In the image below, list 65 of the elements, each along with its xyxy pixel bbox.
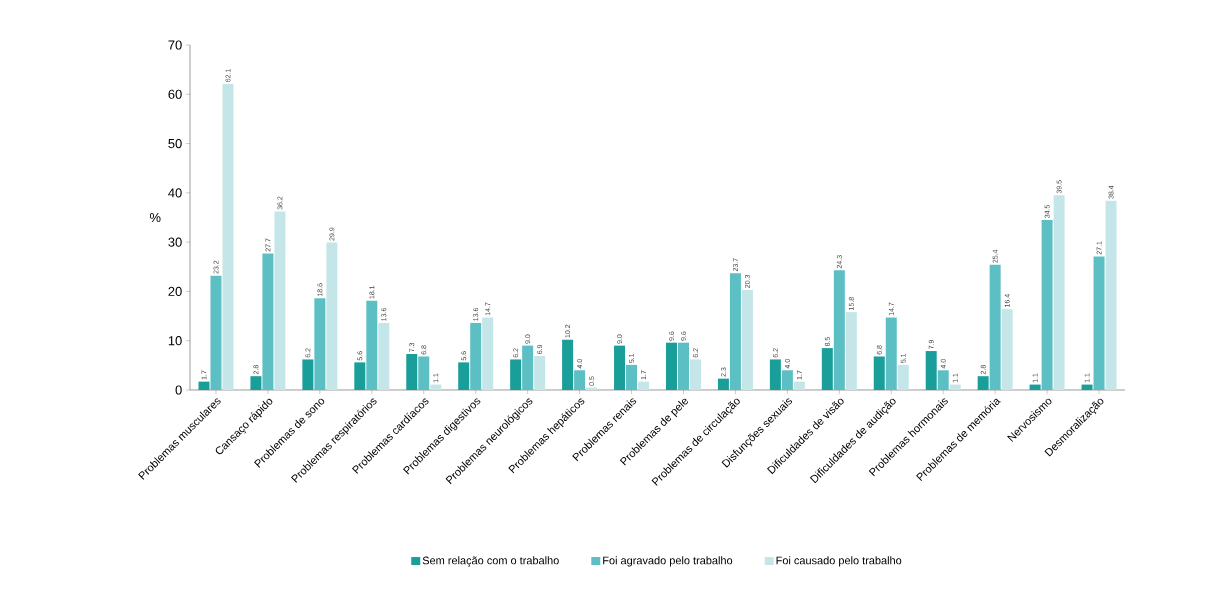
legend-label: Sem relação com o trabalho xyxy=(422,556,559,567)
bar xyxy=(1081,384,1093,390)
bar xyxy=(326,242,338,390)
bar xyxy=(406,354,418,390)
bar xyxy=(729,273,741,390)
y-tick-label: 40 xyxy=(168,188,182,198)
legend-label: Foi causado pelo trabalho xyxy=(776,556,902,567)
bar xyxy=(302,359,314,390)
bar xyxy=(845,312,857,390)
bar xyxy=(1093,256,1105,390)
bar xyxy=(366,300,378,390)
bar xyxy=(1001,309,1013,390)
bar xyxy=(354,362,366,390)
bar xyxy=(262,253,274,390)
bar xyxy=(274,211,286,390)
bar xyxy=(821,348,833,390)
bar xyxy=(793,381,805,390)
bar xyxy=(717,378,729,390)
y-tick-label: 20 xyxy=(168,286,182,296)
y-tick-label: 0 xyxy=(175,385,182,395)
bar xyxy=(210,275,222,390)
bar xyxy=(1105,200,1117,390)
bar xyxy=(949,384,961,390)
y-tick-label: 30 xyxy=(168,237,182,247)
y-tick-label: 10 xyxy=(168,336,182,346)
bar xyxy=(534,355,546,390)
bar xyxy=(470,322,482,390)
bar xyxy=(378,322,390,390)
bar xyxy=(314,298,326,390)
bar xyxy=(781,370,793,390)
bar xyxy=(562,339,574,390)
bar xyxy=(250,376,262,390)
y-tick-label: 60 xyxy=(168,89,182,99)
y-tick-label: 70 xyxy=(168,40,182,50)
bar xyxy=(614,345,626,390)
bar xyxy=(458,362,470,390)
bar xyxy=(510,359,522,390)
bar xyxy=(897,364,909,390)
legend-label: Foi agravado pelo trabalho xyxy=(603,556,733,567)
bar xyxy=(1053,195,1065,390)
bar xyxy=(430,384,442,390)
bar xyxy=(925,351,937,390)
bar xyxy=(418,356,430,390)
bar xyxy=(1029,384,1041,390)
bar xyxy=(885,317,897,390)
bar xyxy=(677,342,689,390)
bar xyxy=(665,342,677,390)
bar xyxy=(626,364,638,390)
bar xyxy=(741,289,753,390)
bar xyxy=(1041,219,1053,390)
bar xyxy=(937,370,949,390)
bar xyxy=(873,356,885,390)
bar xyxy=(689,359,701,390)
y-tick-label: 50 xyxy=(168,138,182,149)
bar xyxy=(769,359,781,390)
bar xyxy=(574,370,586,390)
bar xyxy=(198,381,210,390)
bar xyxy=(638,381,650,390)
bar xyxy=(977,376,989,390)
bar xyxy=(222,83,234,390)
y-axis-title: % xyxy=(149,212,161,223)
bar xyxy=(482,317,494,390)
bar xyxy=(833,270,845,390)
bar xyxy=(522,345,534,390)
bar xyxy=(989,264,1001,390)
